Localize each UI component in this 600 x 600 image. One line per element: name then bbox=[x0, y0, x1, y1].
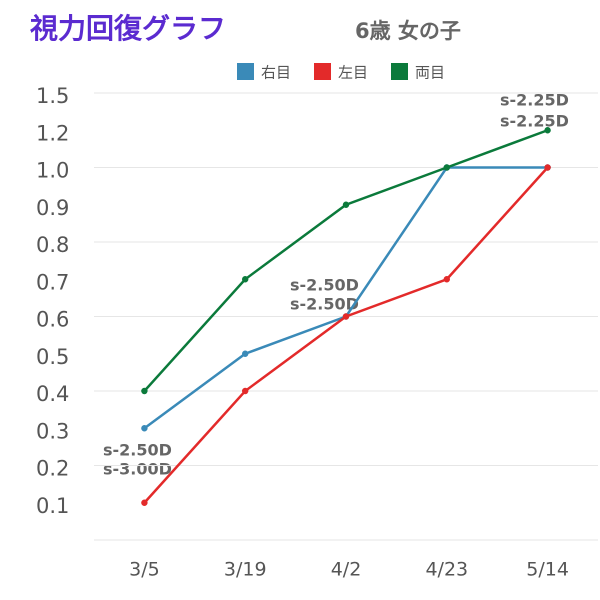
y-tick-label: 0.3 bbox=[36, 419, 69, 443]
y-tick-label: 0.8 bbox=[36, 233, 69, 257]
point bbox=[544, 164, 551, 171]
y-tick-label: 0.7 bbox=[36, 270, 69, 294]
y-tick-label: 0.2 bbox=[36, 457, 69, 481]
point bbox=[544, 127, 551, 134]
x-tick-label: 5/14 bbox=[526, 559, 569, 581]
x-tick-label: 4/2 bbox=[331, 559, 362, 581]
y-tick-label: 0.9 bbox=[36, 196, 69, 220]
legend-swatch bbox=[391, 63, 408, 80]
point bbox=[141, 499, 148, 506]
annotation: s-3.00D bbox=[103, 460, 172, 479]
x-tick-label: 4/23 bbox=[425, 559, 468, 581]
point bbox=[342, 313, 350, 320]
x-tick-label: 3/5 bbox=[129, 559, 160, 581]
legend-swatch bbox=[314, 63, 331, 80]
point bbox=[443, 164, 450, 171]
legend-label: 両目 bbox=[415, 64, 445, 82]
legend-label: 右目 bbox=[261, 64, 291, 82]
y-tick-label: 1.5 bbox=[36, 84, 69, 108]
point bbox=[141, 425, 148, 432]
annotation: s-2.50D bbox=[103, 441, 172, 460]
y-tick-label: 0.4 bbox=[36, 382, 69, 406]
legend-label: 左目 bbox=[338, 64, 368, 82]
point bbox=[141, 387, 148, 395]
point bbox=[242, 350, 249, 357]
line bbox=[143, 166, 549, 504]
y-tick-label: 0.6 bbox=[36, 308, 69, 332]
annotation: s-2.25D bbox=[500, 91, 569, 110]
x-tick-label: 3/19 bbox=[224, 559, 267, 581]
legend-swatch bbox=[237, 63, 254, 80]
y-tick-label: 1.2 bbox=[36, 121, 69, 145]
annotation: s-2.50D bbox=[290, 295, 359, 314]
annotation: s-2.50D bbox=[290, 276, 359, 295]
chart-subtitle: 6歳 女の子 bbox=[355, 19, 461, 43]
y-tick-label: 0.5 bbox=[36, 345, 69, 369]
point bbox=[242, 387, 249, 395]
line bbox=[143, 129, 549, 392]
point bbox=[443, 276, 450, 283]
point bbox=[242, 276, 249, 283]
y-tick-label: 1.0 bbox=[36, 159, 69, 183]
y-tick-label: 0.1 bbox=[36, 494, 69, 518]
annotation: s-2.25D bbox=[500, 112, 569, 131]
chart-title: 視力回復グラフ bbox=[30, 12, 226, 45]
point bbox=[342, 201, 350, 208]
